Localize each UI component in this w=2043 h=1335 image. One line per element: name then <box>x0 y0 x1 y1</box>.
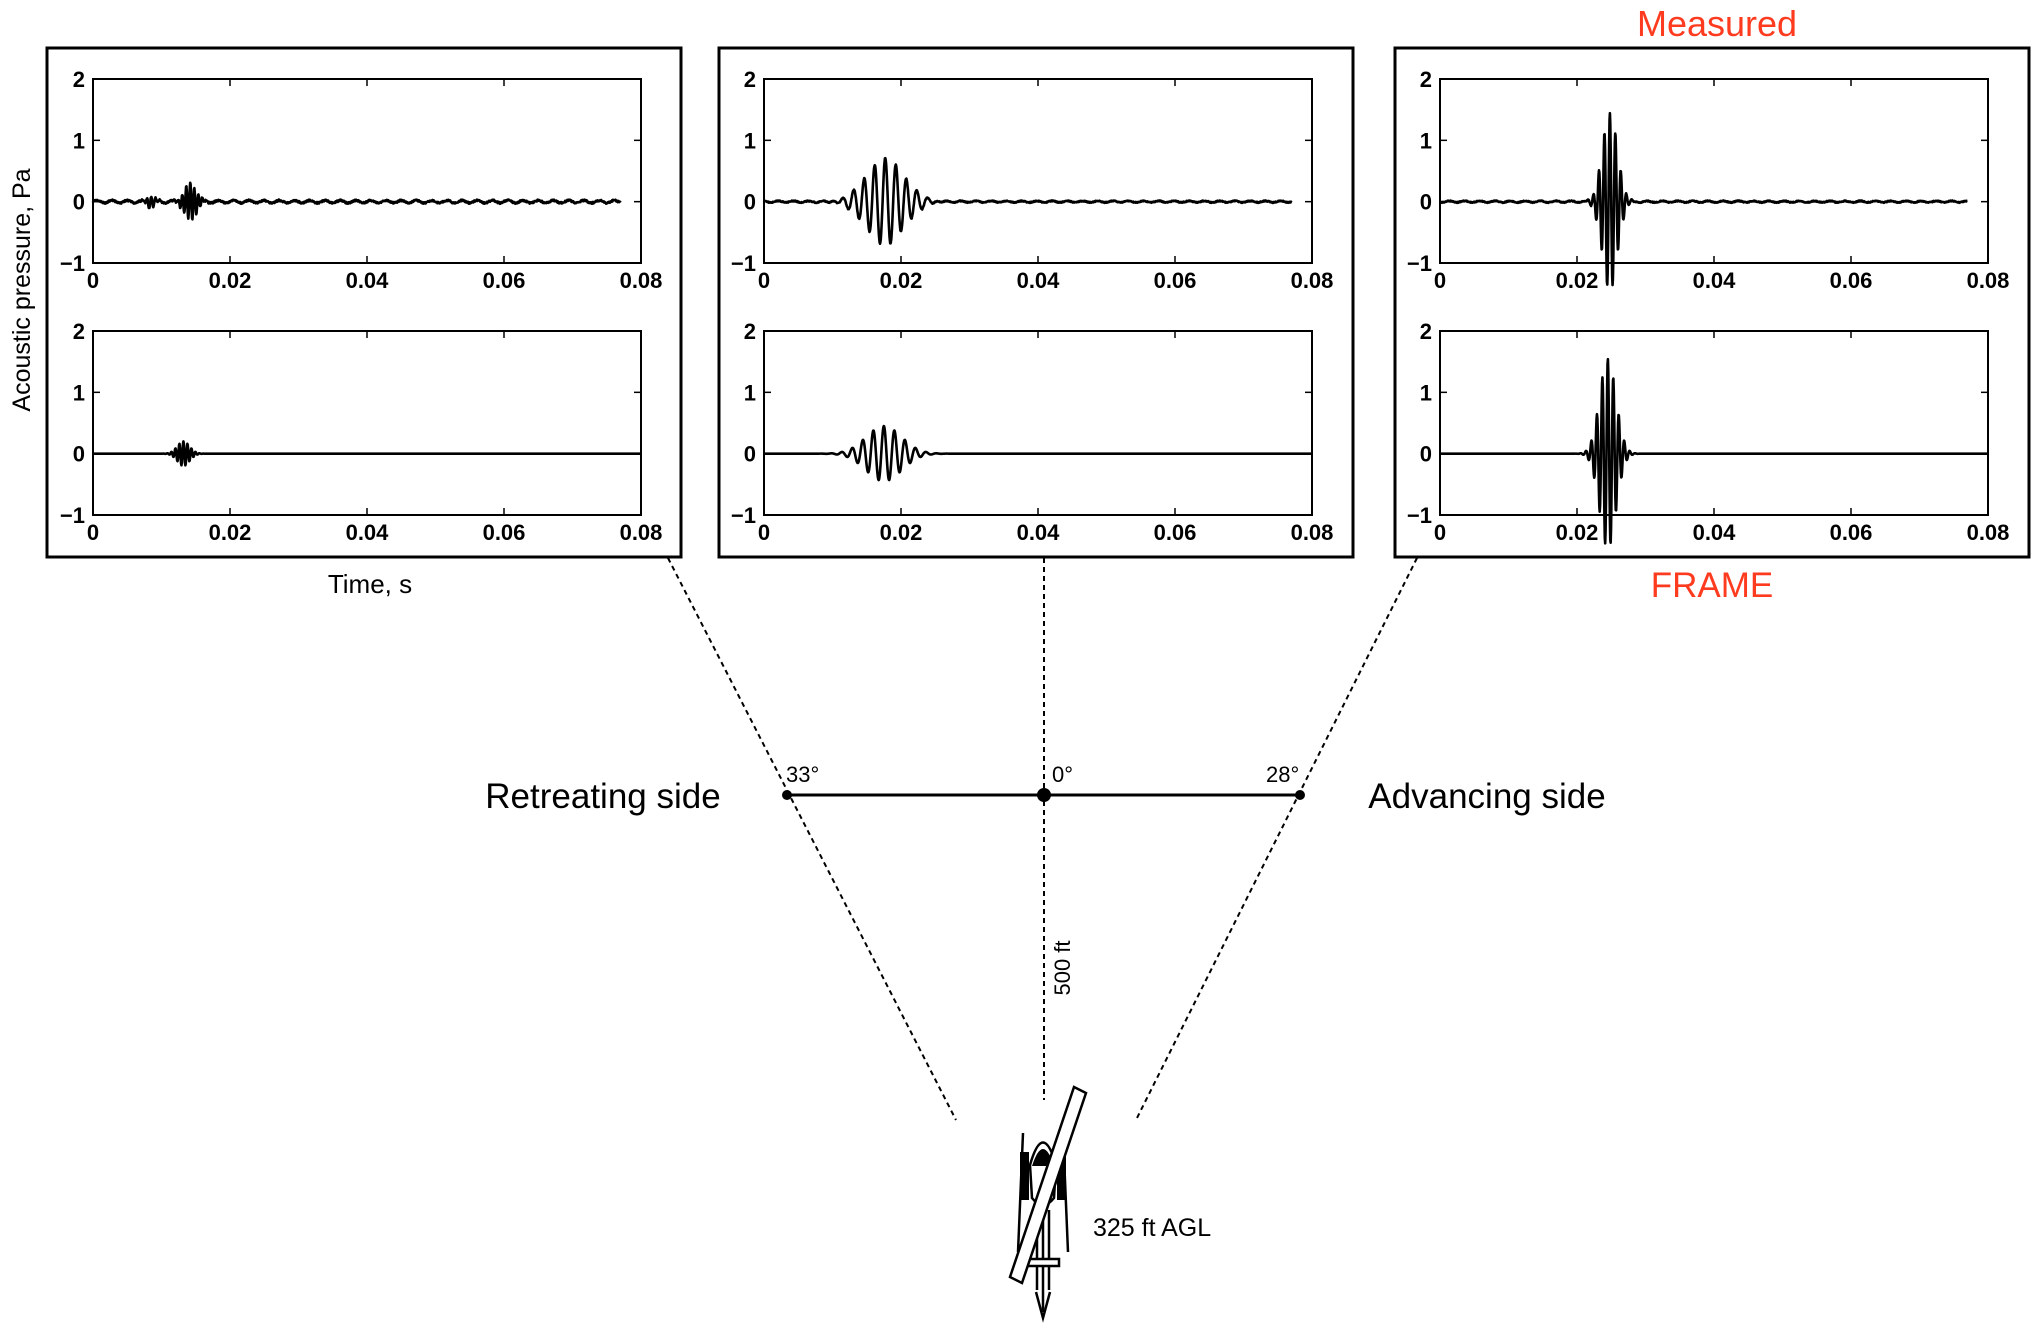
panel-frame-center <box>719 48 1353 557</box>
y-tick-label: 1 <box>1420 128 1432 153</box>
retreating-side-label: Retreating side <box>485 777 720 816</box>
microphone-left <box>782 790 792 800</box>
y-tick-label: −1 <box>1407 503 1432 528</box>
measured-label: Measured <box>1637 3 1797 44</box>
y-tick-label: −1 <box>60 251 85 276</box>
x-tick-label: 0.04 <box>346 268 390 293</box>
x-tick-label: 0.02 <box>209 268 252 293</box>
x-tick-label: 0.02 <box>1556 520 1599 545</box>
y-tick-label: 0 <box>1420 190 1432 215</box>
altitude-label: 325 ft AGL <box>1093 1214 1211 1242</box>
x-tick-label: 0.04 <box>1017 520 1061 545</box>
x-axis-label: Time, s <box>328 569 412 599</box>
x-tick-label: 0.06 <box>1830 520 1873 545</box>
panel-frame-right <box>1395 48 2029 557</box>
y-tick-label: 1 <box>1420 380 1432 405</box>
x-tick-label: 0.08 <box>1967 268 2010 293</box>
x-tick-label: 0.06 <box>483 268 526 293</box>
x-tick-label: 0.08 <box>620 520 663 545</box>
y-axis-label: Acoustic pressure, Pa <box>8 168 36 411</box>
y-tick-label: 0 <box>73 442 85 467</box>
series-line-frame <box>93 441 641 465</box>
y-tick-label: 2 <box>1420 319 1432 344</box>
x-tick-label: 0.02 <box>880 268 923 293</box>
x-tick-label: 0.06 <box>483 520 526 545</box>
y-tick-label: 2 <box>73 67 85 92</box>
x-tick-label: 0.08 <box>620 268 663 293</box>
angle-center-label: 0° <box>1052 762 1073 787</box>
x-tick-label: 0 <box>758 520 770 545</box>
y-tick-label: −1 <box>731 251 756 276</box>
x-tick-label: 0.04 <box>346 520 390 545</box>
y-tick-label: 0 <box>1420 442 1432 467</box>
x-tick-label: 0.04 <box>1693 268 1737 293</box>
y-tick-label: 0 <box>744 442 756 467</box>
axes-box <box>93 79 641 263</box>
sight-line-right <box>1136 558 1417 1120</box>
x-tick-label: 0 <box>1434 520 1446 545</box>
angle-left-label: 33° <box>786 762 819 787</box>
series-line-measured <box>1440 113 1967 285</box>
x-tick-label: 0 <box>87 268 99 293</box>
x-tick-label: 0.08 <box>1967 520 2010 545</box>
sight-line-left <box>668 558 956 1120</box>
x-tick-label: 0.06 <box>1154 520 1197 545</box>
series-line-measured <box>764 158 1291 244</box>
x-tick-label: 0.08 <box>1291 268 1334 293</box>
series-line-frame <box>764 426 1312 480</box>
microphone-right <box>1295 790 1305 800</box>
y-tick-label: 2 <box>73 319 85 344</box>
y-tick-label: 0 <box>73 190 85 215</box>
y-tick-label: 1 <box>744 128 756 153</box>
y-tick-label: 2 <box>744 319 756 344</box>
frame-label: FRAME <box>1651 566 1774 605</box>
distance-label: 500 ft <box>1050 940 1075 995</box>
y-tick-label: 1 <box>73 380 85 405</box>
x-tick-label: 0.06 <box>1830 268 1873 293</box>
microphone-center <box>1037 788 1051 802</box>
y-tick-label: −1 <box>1407 251 1432 276</box>
y-tick-label: −1 <box>60 503 85 528</box>
angle-right-label: 28° <box>1266 762 1299 787</box>
x-tick-label: 0.02 <box>880 520 923 545</box>
x-tick-label: 0 <box>1434 268 1446 293</box>
x-tick-label: 0.02 <box>209 520 252 545</box>
axes-box <box>764 331 1312 515</box>
y-tick-label: 1 <box>73 128 85 153</box>
axes-box <box>764 79 1312 263</box>
x-tick-label: 0.08 <box>1291 520 1334 545</box>
advancing-side-label: Advancing side <box>1368 777 1605 816</box>
y-tick-label: 1 <box>744 380 756 405</box>
x-tick-label: 0.04 <box>1693 520 1737 545</box>
axes-box <box>1440 79 1988 263</box>
y-tick-label: 0 <box>744 190 756 215</box>
helicopter-icon <box>1010 1087 1086 1318</box>
x-tick-label: 0.06 <box>1154 268 1197 293</box>
panel-frame-left <box>47 48 681 557</box>
axes-box <box>93 331 641 515</box>
x-tick-label: 0.02 <box>1556 268 1599 293</box>
y-tick-label: −1 <box>731 503 756 528</box>
x-tick-label: 0.04 <box>1017 268 1061 293</box>
x-tick-label: 0 <box>87 520 99 545</box>
y-tick-label: 2 <box>744 67 756 92</box>
x-tick-label: 0 <box>758 268 770 293</box>
axes-box <box>1440 331 1988 515</box>
series-line-measured <box>93 183 620 220</box>
y-tick-label: 2 <box>1420 67 1432 92</box>
